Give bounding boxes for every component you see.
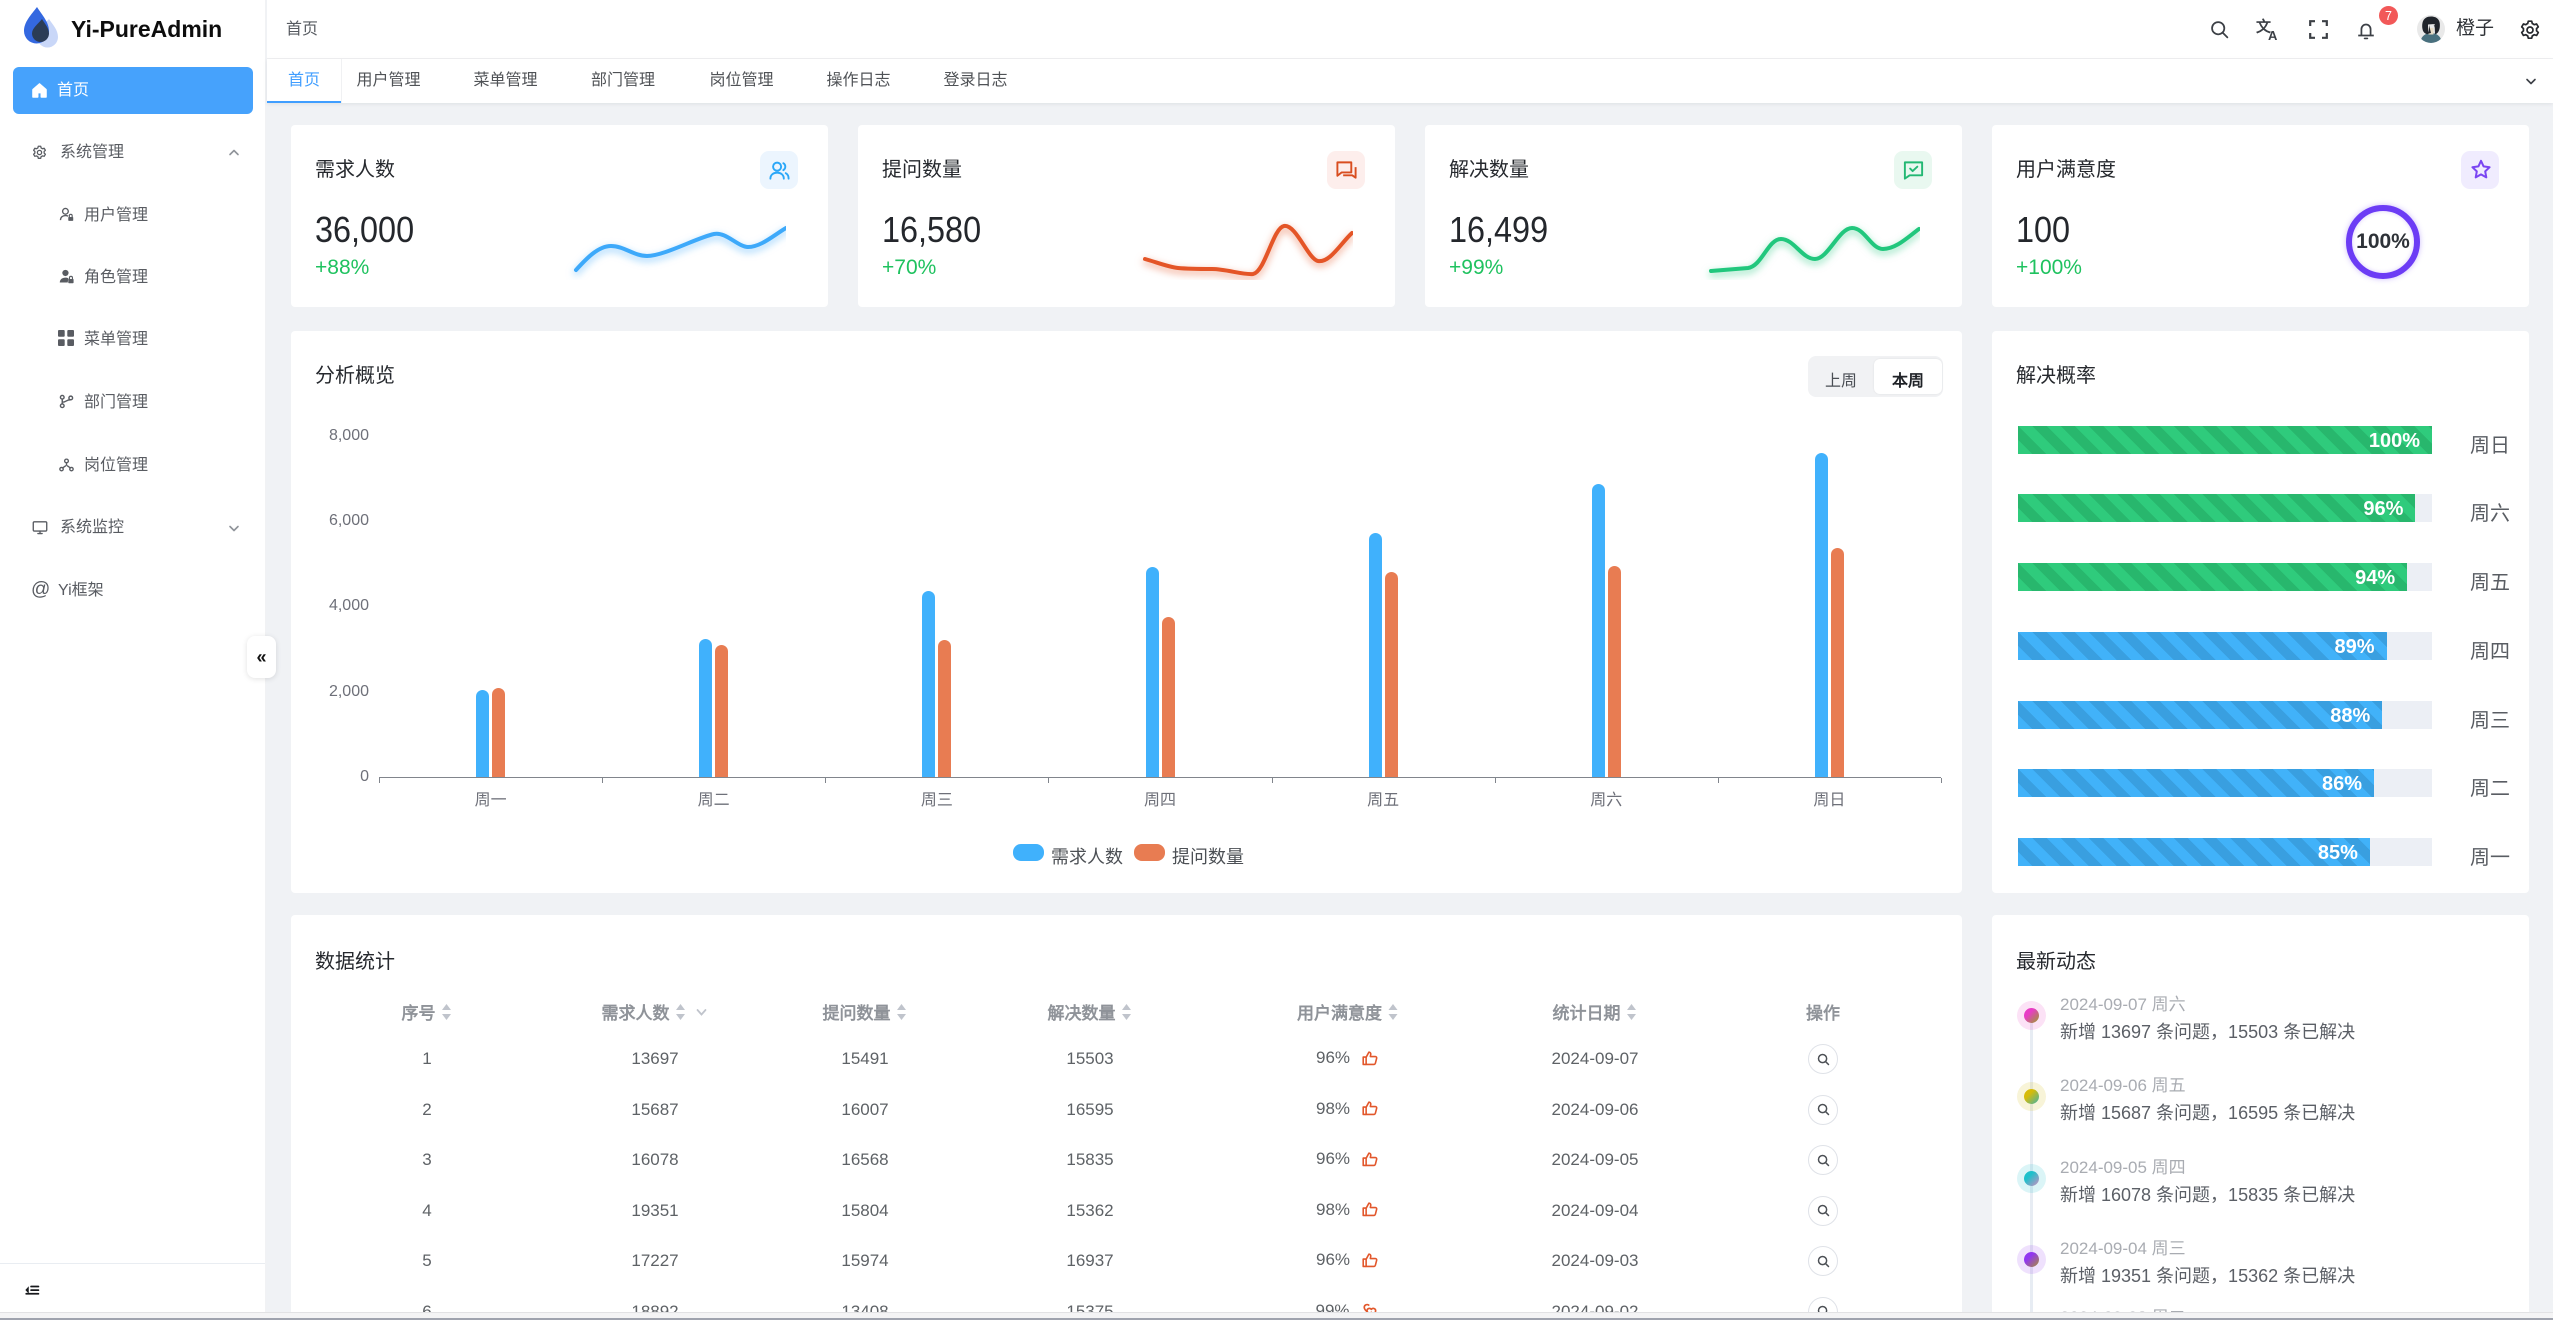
svg-text:文: 文 [2256, 18, 2272, 36]
svg-text:A: A [2268, 28, 2278, 41]
